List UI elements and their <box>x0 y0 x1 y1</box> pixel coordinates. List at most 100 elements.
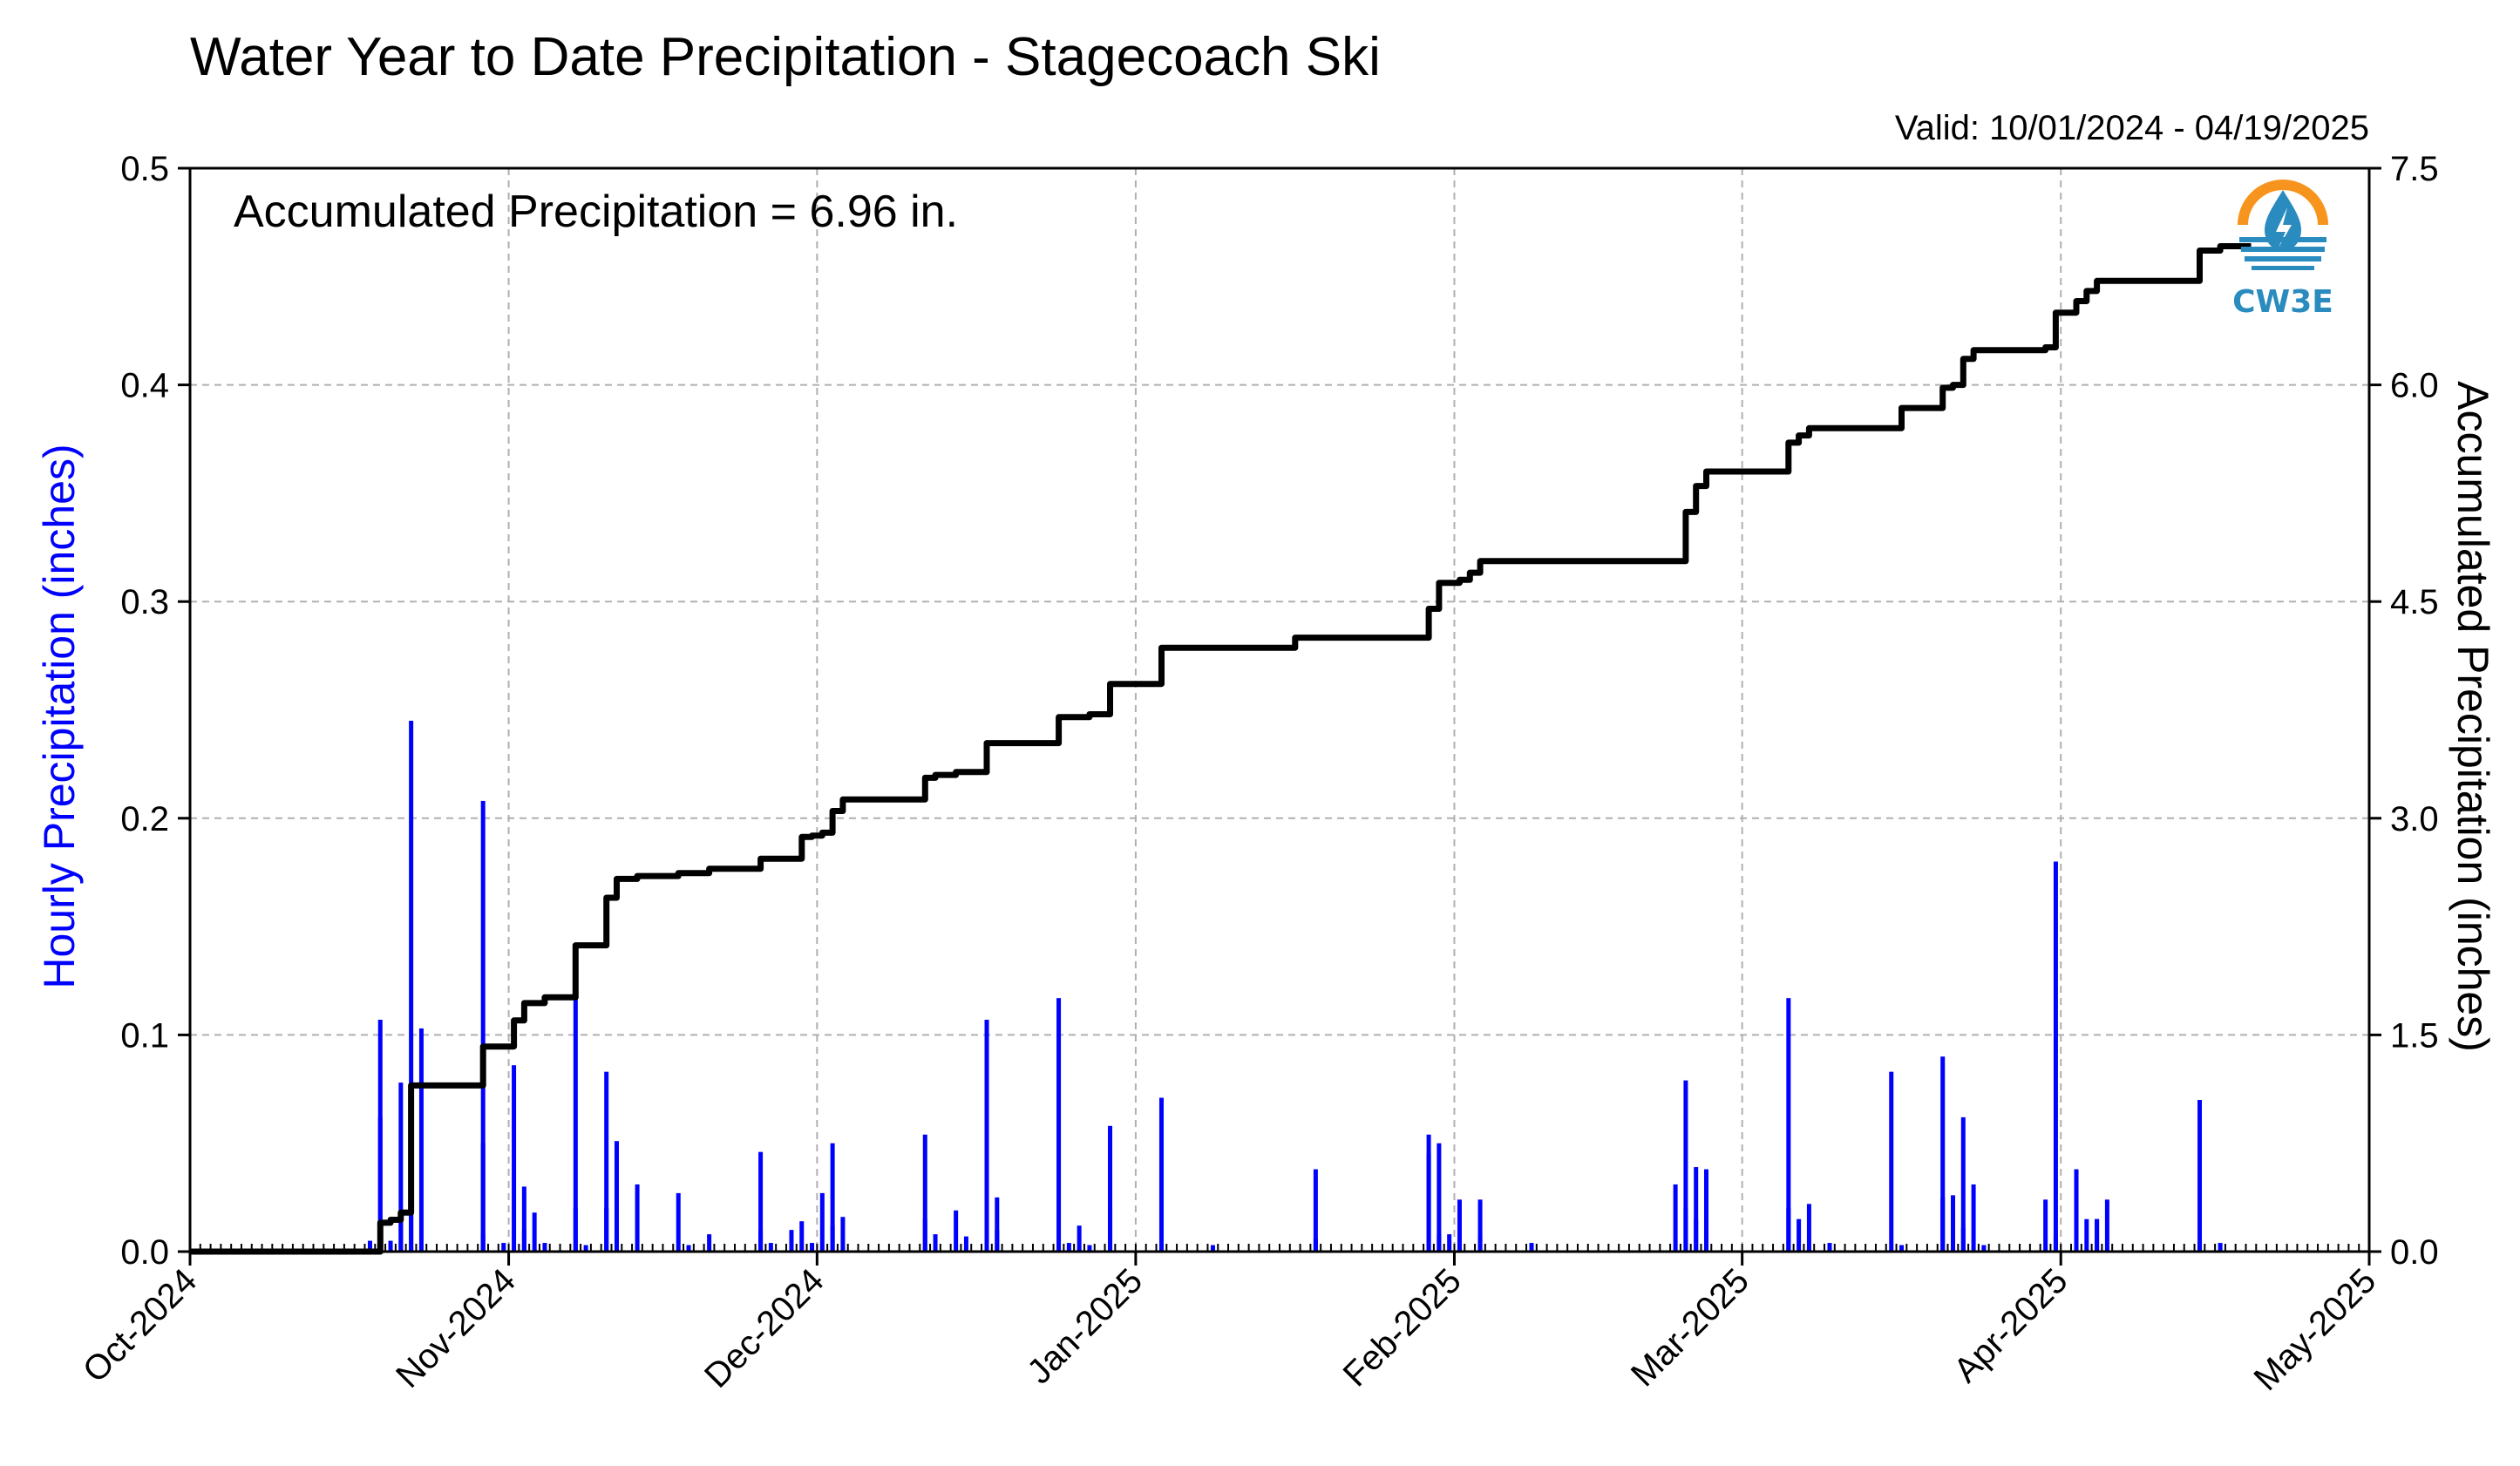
precip-bar <box>995 1197 1000 1252</box>
precip-bar <box>686 1245 691 1252</box>
precip-bar <box>418 1028 424 1252</box>
precip-bar <box>1158 1208 1164 1252</box>
chart-title: Water Year to Date Precipitation - Stage… <box>190 27 1381 87</box>
right-y-tick-label: 6.0 <box>2390 367 2439 405</box>
precip-bar <box>388 1240 393 1252</box>
precip-bar <box>1108 1208 1113 1252</box>
right-y-tick-label: 3.0 <box>2390 800 2439 838</box>
precip-bar <box>1694 1218 1699 1252</box>
precip-bar <box>583 1245 588 1252</box>
precip-bar <box>2053 1234 2058 1252</box>
precip-bar <box>1786 998 1791 1252</box>
precip-bar <box>635 1184 640 1252</box>
accumulated-line <box>190 243 2252 1255</box>
precip-bar <box>2074 1169 2079 1252</box>
precip-bar <box>840 1217 846 1252</box>
precip-bar <box>676 1192 681 1252</box>
precip-bar <box>614 1230 619 1252</box>
precip-bar <box>1960 1116 1966 1252</box>
precip-bar <box>1447 1234 1452 1252</box>
axes <box>178 166 2381 1266</box>
precip-bar <box>830 1143 835 1252</box>
precip-bar <box>984 1019 989 1252</box>
precip-bar <box>1797 1218 1802 1252</box>
precip-bar <box>2104 1199 2109 1252</box>
precip-bar <box>1683 1080 1688 1252</box>
precip-bar <box>1694 1167 1699 1252</box>
precip-bar <box>2043 1199 2048 1252</box>
precip-bar <box>1960 1227 1966 1252</box>
precip-bar <box>367 1240 372 1252</box>
precip-bar <box>1457 1199 1462 1252</box>
precip-bar <box>1899 1245 1905 1252</box>
precip-bar <box>1673 1184 1678 1252</box>
precip-bar <box>604 1208 609 1252</box>
precip-bar <box>810 1243 815 1252</box>
precip-bar <box>1108 1125 1113 1252</box>
precip-bar <box>2053 861 2058 1252</box>
precip-bar <box>1437 1143 1442 1252</box>
precip-bar <box>799 1221 805 1252</box>
left-y-tick-label: 0.0 <box>120 1233 169 1272</box>
precip-bar <box>1806 1204 1811 1252</box>
precip-bar <box>409 720 414 1252</box>
left-y-tick-labels: 0.0 0.1 0.2 0.3 0.4 0.5 <box>120 150 169 1272</box>
precip-bar <box>1889 1071 1894 1252</box>
precip-bar <box>2084 1218 2089 1252</box>
precip-bar <box>2095 1218 2100 1252</box>
precip-bar <box>542 1243 547 1252</box>
precip-bar <box>1477 1199 1483 1252</box>
right-y-tick-labels: 0.0 1.5 3.0 4.5 6.0 7.5 <box>2390 150 2439 1272</box>
precip-bar <box>789 1230 794 1252</box>
precip-bar <box>377 1116 383 1252</box>
precip-bar <box>707 1234 712 1252</box>
accumulated-annotation: Accumulated Precipitation = 6.96 in. <box>234 187 958 237</box>
left-y-tick-label: 0.1 <box>120 1016 169 1055</box>
x-tick-label: May-2025 <box>2246 1261 2383 1398</box>
precip-bar <box>758 1151 764 1252</box>
precip-bar <box>954 1210 959 1252</box>
precip-bar <box>2197 1240 2203 1252</box>
precip-bar <box>480 1143 486 1252</box>
precip-bar <box>604 1071 609 1252</box>
precip-bar <box>1940 1056 1946 1252</box>
precip-bar <box>1437 1234 1442 1252</box>
grid-lines <box>190 168 2369 1252</box>
x-tick-label: Nov-2024 <box>389 1261 523 1395</box>
precip-bar <box>1529 1243 1534 1252</box>
precip-bar <box>819 1192 825 1252</box>
precip-bar <box>1951 1195 1956 1252</box>
precip-bar <box>1313 1169 1318 1252</box>
precip-bar <box>521 1230 526 1252</box>
cw3e-logo-text: CW3E <box>2232 284 2333 320</box>
precip-bar <box>1056 998 1062 1252</box>
precip-bar <box>573 991 578 1252</box>
precip-bar <box>922 1134 927 1252</box>
precip-bar <box>922 1218 927 1252</box>
cw3e-logo-icon <box>2238 180 2328 270</box>
left-y-tick-label: 0.3 <box>120 583 169 621</box>
precip-bar <box>1683 1208 1688 1252</box>
x-tick-label: Oct-2024 <box>76 1261 204 1389</box>
precip-bar <box>830 1225 835 1252</box>
precip-bar <box>521 1186 526 1252</box>
hourly-precip-bars <box>367 720 2223 1252</box>
precip-bar <box>1087 1245 1092 1252</box>
precip-bar <box>1940 1197 1946 1252</box>
precip-bar <box>1158 1097 1164 1252</box>
precip-bar <box>501 1243 506 1252</box>
precip-bar <box>995 1230 1000 1252</box>
right-y-axis-label: Accumulated Precipitation (inches) <box>2449 381 2497 1052</box>
right-y-tick-label: 0.0 <box>2390 1233 2439 1272</box>
accumulated-precip-line <box>190 243 2252 1255</box>
precip-bar <box>512 1065 517 1252</box>
left-y-tick-label: 0.5 <box>120 150 169 188</box>
x-tick-label: Jan-2025 <box>1020 1261 1150 1391</box>
right-y-tick-label: 7.5 <box>2390 150 2439 188</box>
precip-bar <box>1313 1239 1318 1252</box>
precip-bar <box>2197 1099 2203 1252</box>
precip-bar <box>1477 1234 1483 1252</box>
precip-bar <box>1077 1225 1082 1252</box>
precip-bar <box>1066 1243 1071 1252</box>
